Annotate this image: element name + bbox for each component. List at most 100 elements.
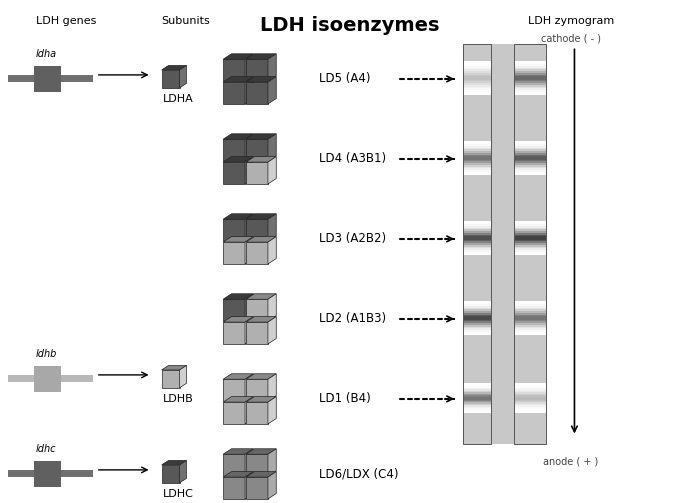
Polygon shape	[514, 385, 546, 387]
Polygon shape	[462, 237, 491, 240]
Polygon shape	[462, 144, 491, 146]
Polygon shape	[462, 309, 491, 311]
Polygon shape	[514, 151, 546, 153]
Polygon shape	[514, 168, 546, 170]
Polygon shape	[246, 477, 268, 499]
Polygon shape	[462, 390, 491, 392]
Polygon shape	[462, 311, 491, 313]
Polygon shape	[462, 316, 491, 318]
Polygon shape	[462, 71, 491, 73]
Polygon shape	[462, 406, 491, 408]
Polygon shape	[514, 396, 546, 398]
Polygon shape	[514, 140, 546, 143]
Polygon shape	[514, 157, 546, 160]
Polygon shape	[462, 331, 491, 333]
Polygon shape	[514, 66, 546, 68]
Polygon shape	[514, 144, 546, 146]
Polygon shape	[246, 219, 268, 241]
Polygon shape	[462, 329, 491, 331]
Polygon shape	[268, 316, 276, 344]
Polygon shape	[514, 252, 546, 254]
Polygon shape	[514, 146, 546, 148]
Polygon shape	[223, 162, 245, 184]
Polygon shape	[514, 302, 546, 304]
Text: LD2 (A1B3): LD2 (A1B3)	[319, 312, 386, 325]
Polygon shape	[462, 244, 491, 246]
Polygon shape	[8, 470, 93, 477]
Polygon shape	[514, 324, 546, 326]
Polygon shape	[246, 162, 268, 184]
Polygon shape	[514, 300, 546, 303]
Polygon shape	[514, 166, 546, 169]
Polygon shape	[462, 166, 491, 169]
Polygon shape	[462, 86, 491, 89]
Polygon shape	[514, 152, 546, 154]
Polygon shape	[245, 134, 253, 161]
Polygon shape	[514, 92, 546, 94]
Polygon shape	[245, 54, 253, 81]
Polygon shape	[246, 454, 268, 476]
Polygon shape	[246, 397, 276, 402]
Polygon shape	[514, 231, 546, 233]
Polygon shape	[514, 229, 546, 231]
Polygon shape	[462, 408, 491, 410]
Polygon shape	[179, 366, 186, 388]
Polygon shape	[268, 76, 276, 104]
Polygon shape	[514, 142, 546, 144]
Text: LDH genes: LDH genes	[36, 17, 97, 26]
Polygon shape	[514, 323, 546, 325]
Polygon shape	[462, 326, 491, 328]
Polygon shape	[162, 370, 179, 388]
Polygon shape	[162, 366, 186, 370]
Polygon shape	[268, 397, 276, 424]
Polygon shape	[223, 374, 253, 379]
Polygon shape	[514, 237, 546, 240]
Polygon shape	[462, 314, 491, 316]
Polygon shape	[462, 62, 491, 64]
Polygon shape	[246, 316, 276, 322]
Polygon shape	[245, 374, 253, 401]
Polygon shape	[245, 236, 253, 264]
Polygon shape	[462, 409, 491, 411]
Polygon shape	[462, 161, 491, 163]
Polygon shape	[514, 400, 546, 402]
Polygon shape	[462, 72, 491, 74]
Polygon shape	[462, 157, 491, 160]
Polygon shape	[246, 402, 268, 424]
Text: LDHB: LDHB	[162, 394, 193, 404]
Polygon shape	[514, 390, 546, 392]
Text: LD5 (A4): LD5 (A4)	[319, 72, 370, 86]
Polygon shape	[462, 147, 491, 149]
Polygon shape	[223, 449, 253, 454]
Polygon shape	[514, 393, 546, 395]
Polygon shape	[462, 306, 491, 308]
Polygon shape	[462, 77, 491, 80]
Polygon shape	[514, 236, 546, 238]
Text: LDHA: LDHA	[162, 94, 193, 104]
Polygon shape	[462, 64, 491, 66]
Text: ldha: ldha	[36, 49, 58, 59]
Polygon shape	[462, 74, 491, 76]
Polygon shape	[245, 472, 253, 499]
Polygon shape	[34, 66, 61, 92]
Polygon shape	[514, 147, 546, 149]
Polygon shape	[246, 242, 268, 264]
Polygon shape	[514, 331, 546, 333]
Polygon shape	[514, 246, 546, 248]
Polygon shape	[162, 70, 179, 88]
Polygon shape	[462, 154, 491, 156]
Polygon shape	[514, 86, 546, 89]
Polygon shape	[462, 173, 491, 175]
Polygon shape	[223, 214, 253, 219]
Polygon shape	[223, 397, 253, 402]
Polygon shape	[462, 389, 491, 391]
Polygon shape	[514, 239, 546, 241]
Polygon shape	[462, 142, 491, 144]
Polygon shape	[514, 402, 546, 404]
Polygon shape	[462, 323, 491, 325]
Polygon shape	[223, 54, 253, 59]
Polygon shape	[34, 366, 61, 392]
Polygon shape	[246, 374, 276, 379]
Polygon shape	[462, 246, 491, 248]
Polygon shape	[462, 312, 491, 314]
